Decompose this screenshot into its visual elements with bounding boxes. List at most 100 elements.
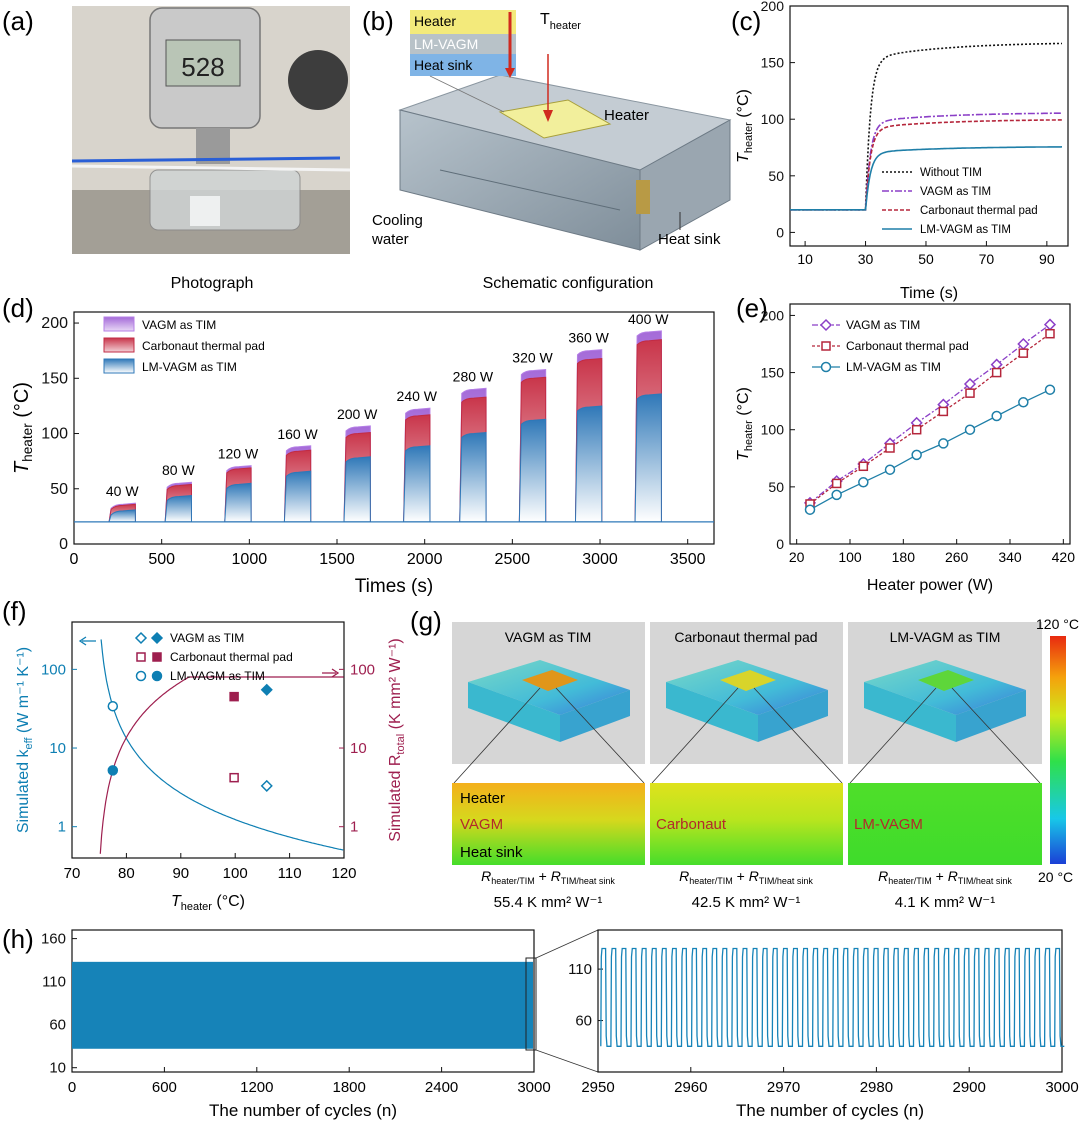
data-point [964, 424, 976, 435]
x-tick-label: 600 [152, 1079, 177, 1096]
resistance-value-vagm: 55.4 K mm² W⁻¹ [494, 894, 603, 911]
y-tick-label: 100 [761, 422, 785, 438]
strip-heater-label: Heater [460, 790, 505, 807]
power-label: 160 W [277, 426, 318, 442]
series-line-0 [809, 324, 1051, 504]
x-tick-label: 2960 [674, 1079, 707, 1096]
legend-label: LM-VAGM as TIM [846, 360, 941, 374]
y-tick-label: 150 [41, 370, 68, 387]
r-point [260, 683, 273, 696]
y-tick-label: 10 [49, 1060, 66, 1077]
y-tick-label: 110 [568, 961, 592, 978]
data-point [858, 477, 869, 488]
legend-marker [819, 318, 833, 332]
strip-sink-label: Heat sink [460, 844, 523, 861]
y-tick-label: 0 [776, 224, 784, 240]
cooling-label-line2: water [371, 231, 409, 248]
series-line-2 [809, 389, 1051, 511]
sim-model-vagm [468, 660, 630, 742]
x-tick-label: 20 [789, 549, 805, 565]
y-tick-label: 160 [41, 931, 66, 948]
legend-marker [820, 361, 832, 373]
x-tick-label: 3500 [670, 551, 706, 568]
caption-schematic: Schematic configuration [483, 275, 654, 292]
chart-h-zoom: 2950 2960 2970 2980 2900 3000 60 110 The number … [568, 929, 1079, 1120]
y-tick-label: 150 [761, 365, 785, 381]
resistance-value-lm: 4.1 K mm² W⁻¹ [895, 894, 995, 911]
pulse-area-2 [343, 456, 371, 523]
legend-label: LM-VAGM as TIM [142, 360, 237, 374]
caption-photograph: Photograph [171, 275, 254, 292]
y-tick-label-left: 100 [41, 661, 66, 678]
sim-model-lm [864, 660, 1026, 742]
power-label: 240 W [397, 388, 438, 404]
g-title-vagm: VAGM as TIM [505, 629, 592, 645]
x-tick-label: 2900 [953, 1079, 986, 1096]
panel-label-e: (e) [736, 293, 768, 323]
strip-carbonaut-label: Carbonaut [656, 816, 727, 833]
data-point [1044, 384, 1056, 395]
g-title-lm: LM-VAGM as TIM [890, 629, 1001, 645]
data-point [938, 406, 949, 417]
legend-label: VAGM as TIM [142, 318, 216, 332]
series-line-0 [790, 42, 1062, 211]
panel-label-f: (f) [2, 596, 27, 626]
panel-b-schematic: Heater LM-VAGM Heat sink Theater Heater … [371, 10, 732, 251]
svg-text:Rheater/TIM + RTIM/heat sink: Rheater/TIM + RTIM/heat sink [481, 868, 615, 886]
colorbar-max: 120 °C [1036, 616, 1079, 632]
legend-swatch [103, 337, 135, 353]
g-title-carbonaut: Carbonaut thermal pad [674, 629, 817, 645]
legend-marker-open [134, 631, 148, 645]
power-label: 200 W [337, 406, 378, 422]
y-axis-label-left: Simulated keff (W m⁻¹ K⁻¹) [15, 647, 35, 833]
heat-sink-label: Heat sink [658, 231, 721, 248]
x-tick-label: 1200 [240, 1079, 273, 1096]
r-point [107, 765, 119, 776]
data-point [911, 424, 922, 435]
x-tick-label: 2970 [767, 1079, 800, 1096]
y-tick-label: 200 [41, 315, 68, 332]
resistance-value-carbonaut: 42.5 K mm² W⁻¹ [692, 894, 801, 911]
pulse-area-2 [459, 431, 487, 523]
y-tick-label: 0 [59, 536, 68, 553]
x-tick-label: 2400 [425, 1079, 458, 1096]
legend-label: LM-VAGM as TIM [170, 669, 265, 683]
r-point [229, 691, 239, 702]
panel-label-c: (c) [731, 6, 761, 36]
panel-label-a: (a) [2, 6, 34, 36]
legend-marker-filled [152, 652, 162, 662]
x-tick-label: 3000 [517, 1079, 550, 1096]
data-point [858, 461, 869, 472]
pulse-area-2 [164, 494, 192, 523]
x-tick-label: 110 [278, 865, 302, 882]
x-tick-label: 70 [64, 865, 81, 882]
y-axis-label-right: Simulated Rtotal (K mm² W⁻¹) [387, 638, 407, 841]
resistance-formula-1: Rheater/TIM + RTIM/heat sink [481, 868, 615, 886]
cycle-band [72, 961, 533, 1049]
y-tick-label-left: 1 [58, 819, 66, 836]
x-tick-label: 2950 [581, 1079, 614, 1096]
data-point [885, 443, 895, 453]
x-tick-label: 180 [892, 549, 916, 565]
legend-marker-open [135, 670, 147, 682]
chart-d: 0 500 1000 1500 2000 2500 3000 3500 0 50 100 150 200… [11, 311, 715, 597]
y-tick-label: 200 [761, 307, 785, 323]
panel-label-d: (d) [2, 293, 34, 323]
x-tick-label: 3000 [582, 551, 618, 568]
power-label: 280 W [453, 368, 494, 384]
colorbar-min: 20 °C [1038, 869, 1073, 885]
inset-tim-label: LM-VAGM [414, 36, 478, 52]
x-tick-label: 2500 [495, 551, 531, 568]
x-tick-label: 420 [1052, 549, 1076, 565]
legend-label: Carbonaut thermal pad [142, 339, 265, 353]
panel-g-simulation: VAGM as TIM Carbonaut thermal pad LM-VAG… [452, 616, 1079, 911]
y-tick-label: 60 [575, 1013, 592, 1030]
y-tick-label: 60 [49, 1017, 66, 1034]
pulse-area-2 [634, 393, 662, 523]
plot-frame [789, 303, 1071, 545]
power-label: 120 W [218, 446, 259, 462]
x-tick-label: 260 [945, 549, 969, 565]
panel-a-photograph: 528 [71, 6, 351, 254]
colorbar [1050, 636, 1066, 864]
